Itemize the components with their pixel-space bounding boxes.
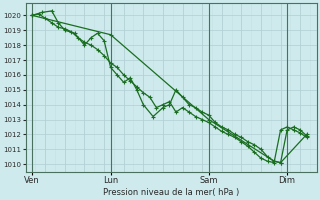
X-axis label: Pression niveau de la mer( hPa ): Pression niveau de la mer( hPa ) (103, 188, 239, 197)
